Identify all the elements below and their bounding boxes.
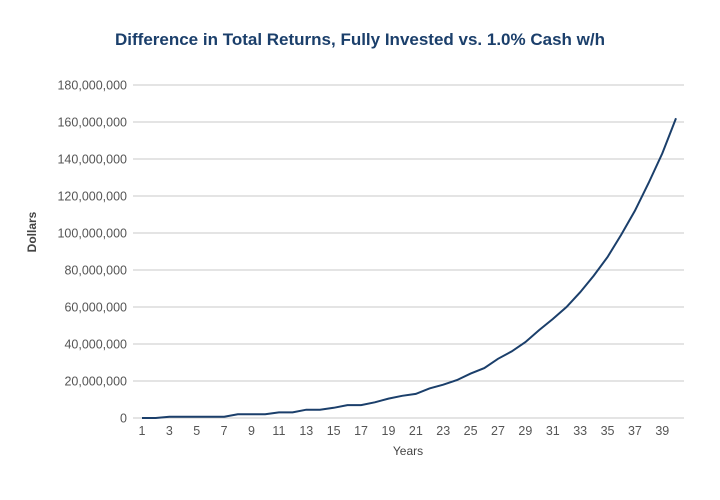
x-tick-label: 35	[601, 424, 615, 438]
y-tick-label: 0	[120, 412, 127, 426]
y-tick-label: 180,000,000	[57, 79, 127, 93]
x-tick-label: 29	[518, 424, 532, 438]
x-tick-label: 15	[327, 424, 341, 438]
chart-title: Difference in Total Returns, Fully Inves…	[115, 30, 605, 49]
y-axis-label: Dollars	[25, 211, 39, 252]
x-tick-label: 33	[573, 424, 587, 438]
x-tick-label: 37	[628, 424, 642, 438]
x-tick-label: 25	[464, 424, 478, 438]
y-tick-label: 20,000,000	[64, 375, 127, 389]
x-tick-label: 1	[139, 424, 146, 438]
y-tick-label: 100,000,000	[57, 227, 127, 241]
x-tick-label: 7	[221, 424, 228, 438]
y-tick-label: 60,000,000	[64, 301, 127, 315]
y-tick-label: 140,000,000	[57, 153, 127, 167]
x-tick-label: 23	[436, 424, 450, 438]
y-tick-label: 160,000,000	[57, 116, 127, 130]
x-tick-label: 21	[409, 424, 423, 438]
y-tick-label: 120,000,000	[57, 190, 127, 204]
x-tick-label: 5	[193, 424, 200, 438]
x-axis-label: Years	[393, 444, 423, 458]
x-tick-label: 13	[299, 424, 313, 438]
x-tick-label: 3	[166, 424, 173, 438]
x-tick-label: 27	[491, 424, 505, 438]
x-tick-label: 19	[382, 424, 396, 438]
x-tick-label: 17	[354, 424, 368, 438]
y-tick-label: 80,000,000	[64, 264, 127, 278]
x-tick-label: 39	[655, 424, 669, 438]
x-tick-label: 11	[272, 424, 285, 438]
x-tick-label: 9	[248, 424, 255, 438]
series-line	[142, 117, 677, 419]
x-tick-label: 31	[546, 424, 560, 438]
y-tick-label: 40,000,000	[64, 338, 127, 352]
